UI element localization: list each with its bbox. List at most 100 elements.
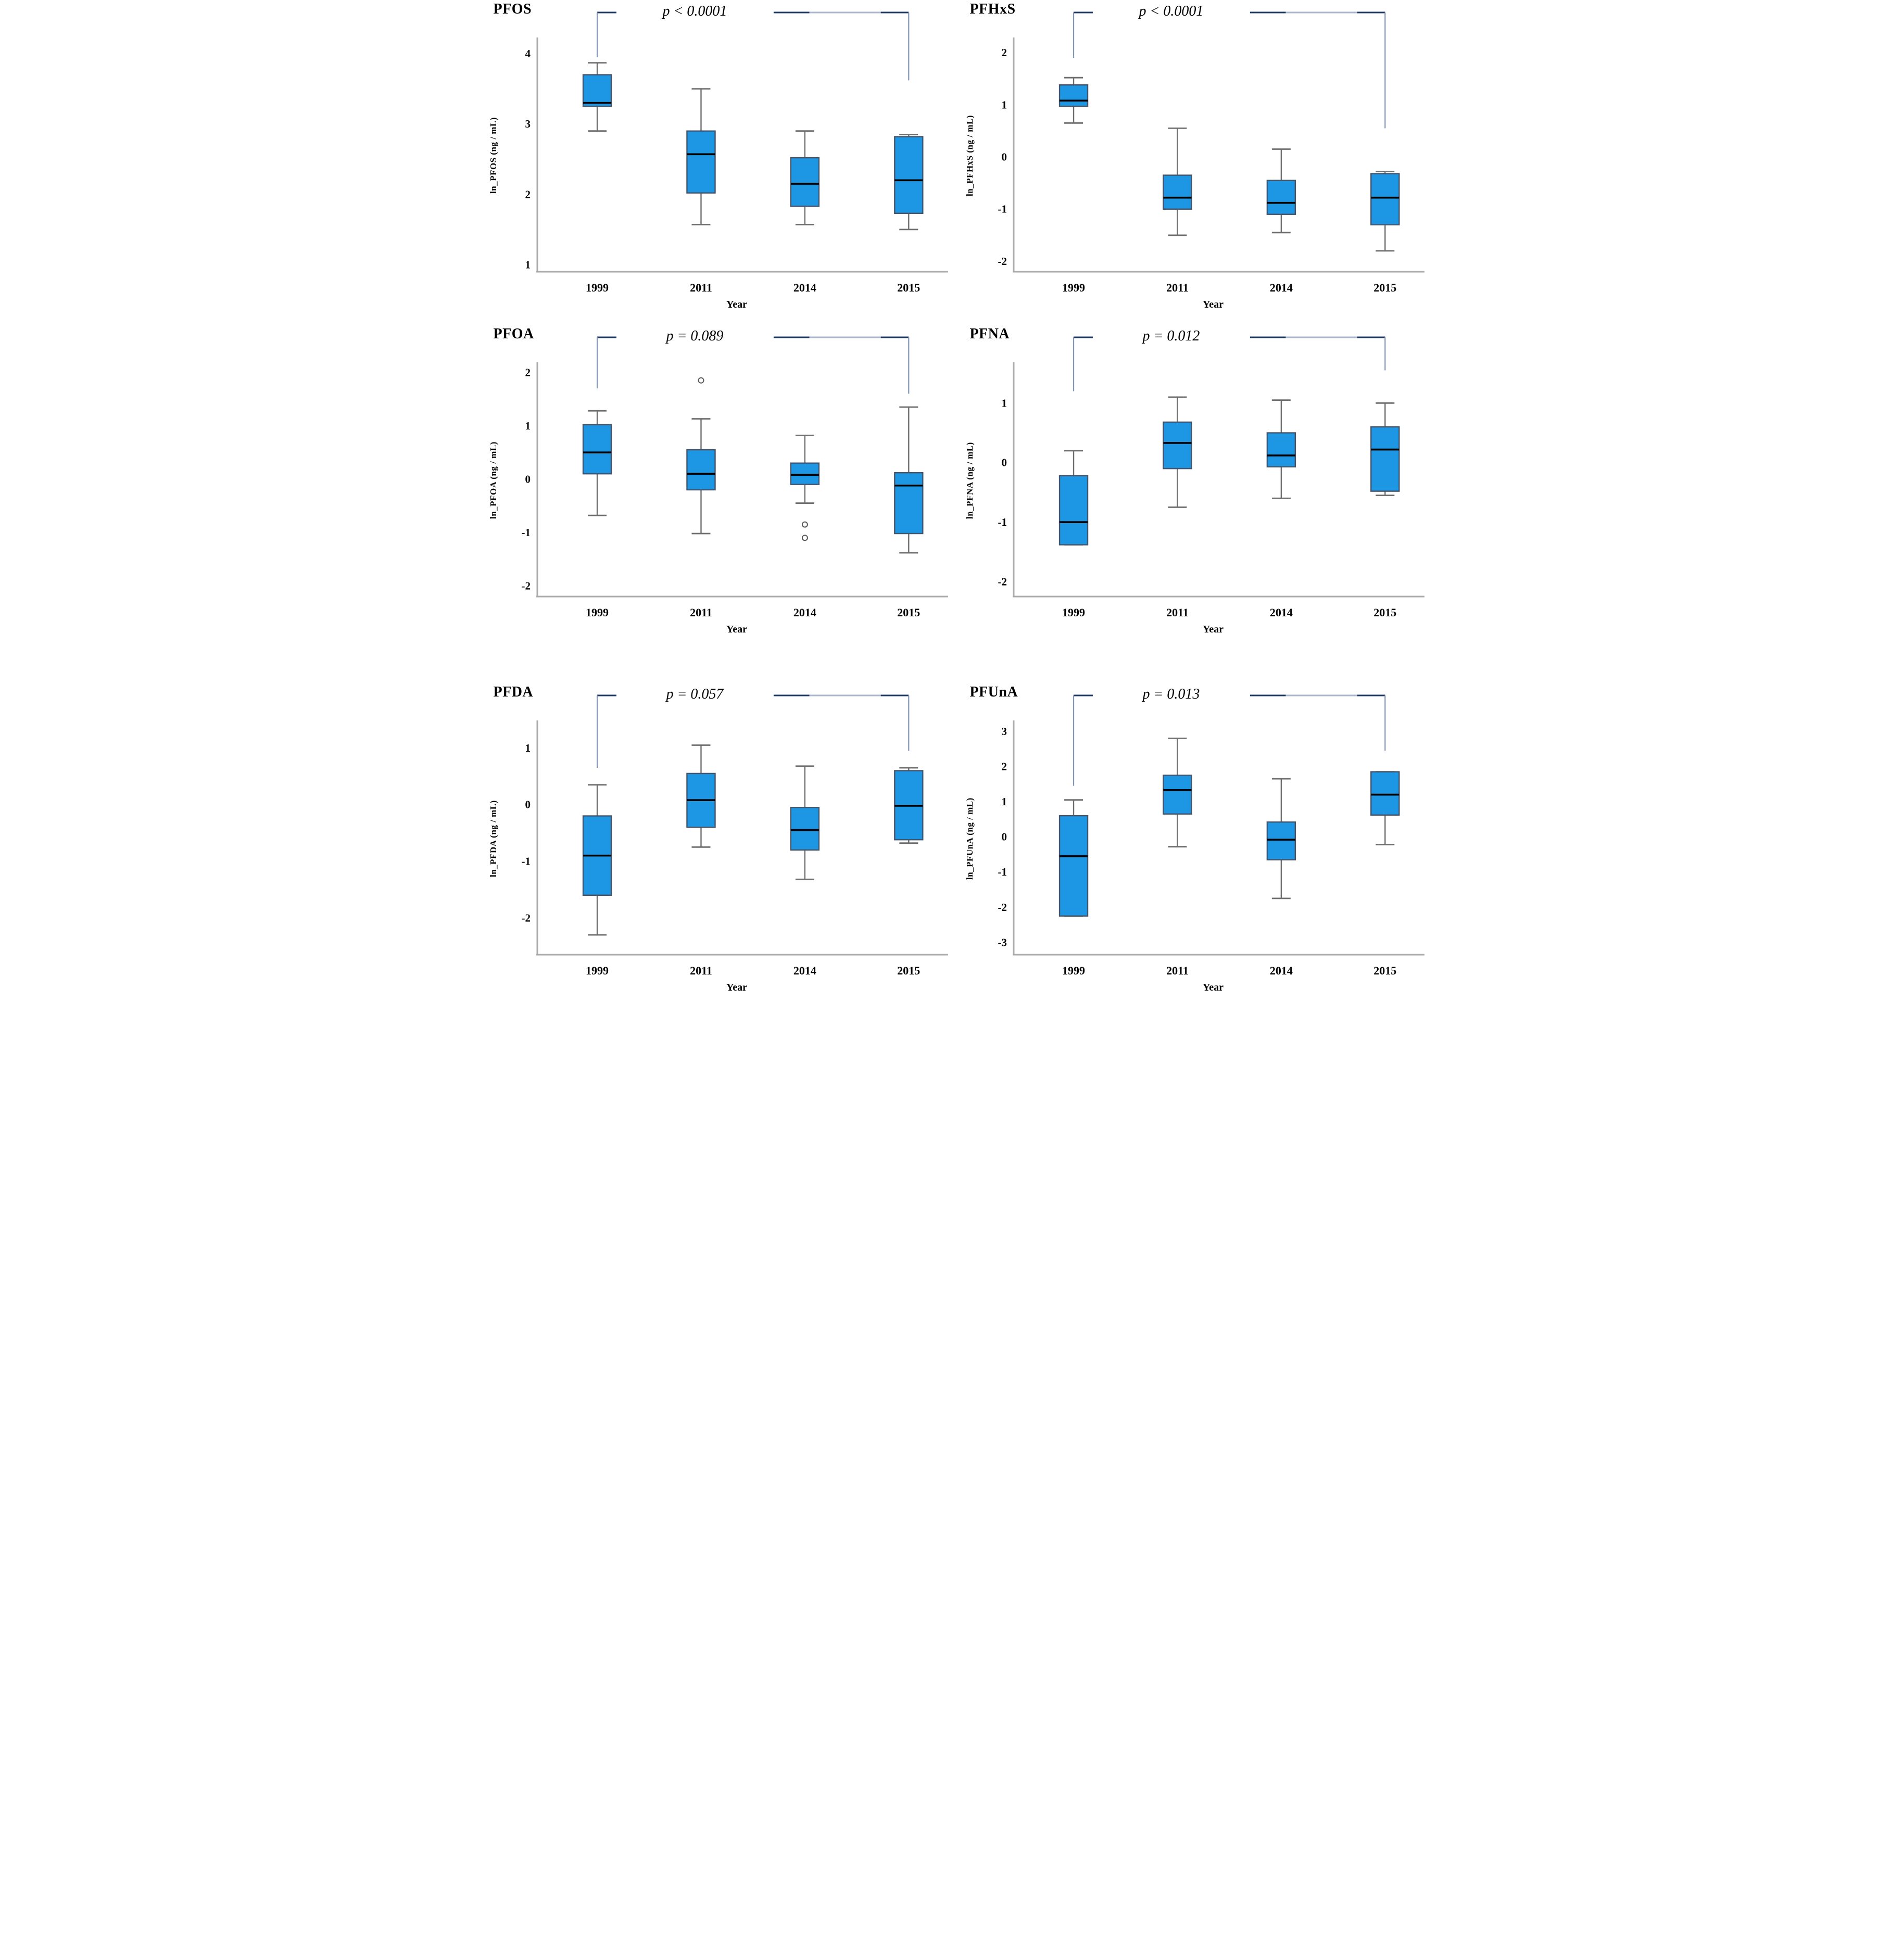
svg-text:2: 2: [1001, 760, 1007, 772]
panel-title-pfuna: PFUnA: [969, 684, 1018, 700]
p-value-annotation-pfos: p < 0.0001: [662, 3, 727, 19]
boxplot-canvas-pfhxs: -2 -1 0 1 2 1999 2011 2014 2015: [998, 11, 1424, 294]
svg-text:-2: -2: [998, 575, 1007, 588]
svg-text:-1: -1: [521, 526, 531, 539]
outlier-point: [801, 521, 808, 528]
svg-text:1: 1: [1001, 795, 1007, 808]
box-2015: [1370, 402, 1400, 496]
axes: [536, 362, 948, 598]
svg-text:-1: -1: [521, 855, 531, 868]
box-2011: [1162, 396, 1192, 508]
svg-text:2015: 2015: [897, 964, 920, 977]
panel-pfos: PFOS p < 0.0001 ln_PFOS (ng / mL) Year 1…: [475, 1, 952, 320]
box-2014: [1266, 148, 1296, 234]
boxplot-canvas-pfna: -2 -1 0 1 1999 2011 2014 2015: [998, 336, 1424, 619]
significance-bracket: [596, 11, 909, 81]
box-2011: [1162, 738, 1192, 847]
box-2014: [1266, 399, 1296, 499]
panel-title-pfna: PFNA: [969, 326, 1010, 342]
box-2011: [686, 377, 716, 535]
panel-pfoa: PFOA p = 0.089 ln_PFOA (ng / mL) Year -2…: [475, 326, 952, 644]
y-tick-labels: -3 -2 -1 0 1 2 3: [998, 725, 1007, 948]
x-axis-label-pfna: Year: [1203, 624, 1224, 635]
outlier-point: [801, 535, 808, 541]
x-tick-labels: 1999 2011 2014 2015: [586, 964, 920, 977]
box-2011: [686, 88, 716, 225]
svg-text:-3: -3: [998, 936, 1007, 948]
svg-text:2014: 2014: [1269, 606, 1292, 619]
boxplot-canvas-pfos: 1 2 3 4 1999 2011 2014 2015: [525, 11, 948, 294]
svg-text:-1: -1: [998, 203, 1007, 216]
p-value-annotation-pfna: p = 0.012: [1142, 328, 1200, 344]
svg-text:2011: 2011: [1166, 606, 1189, 619]
panel-pfda: PFDA p = 0.057 ln_PFDA (ng / mL) Year -2…: [475, 684, 952, 1003]
svg-text:1: 1: [1001, 397, 1007, 409]
box-2014: [1266, 778, 1296, 900]
svg-text:2014: 2014: [793, 606, 816, 619]
svg-text:-1: -1: [998, 516, 1007, 528]
svg-text:2011: 2011: [690, 281, 712, 294]
boxplot-canvas-pfda: -2 -1 0 1 1999 2011 2014 2015: [521, 694, 948, 977]
significance-bracket: [1073, 336, 1385, 391]
box-2014: [790, 130, 819, 225]
panel-pfhxs: PFHxS p < 0.0001 ln_PFHxS (ng / mL) Year…: [952, 1, 1429, 320]
svg-text:-2: -2: [521, 579, 531, 592]
svg-text:1999: 1999: [586, 606, 609, 619]
y-tick-labels: 1 2 3 4: [525, 47, 531, 271]
panel-pfuna: PFUnA p = 0.013 ln_PFUnA (ng / mL) Year …: [952, 684, 1429, 1003]
svg-text:1: 1: [525, 258, 531, 271]
panel-title-pfoa: PFOA: [493, 326, 534, 342]
panel-title-pfhxs: PFHxS: [969, 1, 1016, 17]
x-axis-label-pfda: Year: [726, 982, 747, 993]
p-value-annotation-pfhxs: p < 0.0001: [1139, 3, 1204, 19]
svg-text:0: 0: [1001, 457, 1007, 469]
svg-text:2015: 2015: [1373, 281, 1396, 294]
box-1999: [582, 410, 612, 516]
box-2015: [893, 134, 924, 231]
svg-text:2: 2: [525, 188, 531, 200]
svg-text:1: 1: [525, 420, 531, 432]
svg-text:2011: 2011: [1166, 281, 1189, 294]
svg-text:-2: -2: [998, 255, 1007, 268]
svg-text:1999: 1999: [1062, 964, 1085, 977]
x-tick-labels: 1999 2011 2014 2015: [1062, 606, 1396, 619]
axes: [1012, 37, 1424, 273]
x-tick-labels: 1999 2011 2014 2015: [586, 281, 920, 294]
svg-text:1999: 1999: [586, 964, 609, 977]
x-tick-labels: 1999 2011 2014 2015: [586, 606, 920, 619]
box-1999: [1058, 77, 1088, 124]
p-value-annotation-pfoa: p = 0.089: [666, 328, 724, 344]
svg-text:0: 0: [525, 473, 531, 485]
svg-text:3: 3: [525, 118, 531, 130]
svg-text:2011: 2011: [1166, 964, 1189, 977]
svg-text:1999: 1999: [1062, 606, 1085, 619]
panel-title-pfda: PFDA: [493, 684, 534, 700]
significance-bracket: [596, 336, 909, 394]
svg-text:2015: 2015: [897, 606, 920, 619]
box-1999: [582, 784, 612, 936]
axes: [1012, 720, 1424, 956]
svg-text:2015: 2015: [1373, 606, 1396, 619]
svg-text:2011: 2011: [690, 964, 712, 977]
box-2014: [790, 434, 819, 541]
axes: [536, 720, 948, 956]
svg-text:-2: -2: [998, 901, 1007, 914]
svg-text:0: 0: [525, 799, 531, 811]
svg-text:1999: 1999: [586, 281, 609, 294]
x-axis-label-pfuna: Year: [1203, 982, 1224, 993]
axes: [536, 37, 948, 273]
svg-text:2011: 2011: [690, 606, 712, 619]
svg-text:2014: 2014: [793, 281, 816, 294]
y-tick-labels: -2 -1 0 1 2: [998, 46, 1007, 268]
box-2015: [1370, 771, 1400, 845]
svg-text:0: 0: [1001, 831, 1007, 843]
svg-text:-2: -2: [521, 911, 531, 924]
box-1999: [1058, 450, 1088, 546]
svg-text:0: 0: [1001, 151, 1007, 163]
outlier-point: [697, 377, 704, 384]
p-value-annotation-pfda: p = 0.057: [666, 686, 724, 702]
svg-text:-1: -1: [998, 866, 1007, 878]
box-2011: [686, 744, 716, 848]
box-2015: [893, 406, 924, 554]
svg-text:2: 2: [1001, 46, 1007, 59]
